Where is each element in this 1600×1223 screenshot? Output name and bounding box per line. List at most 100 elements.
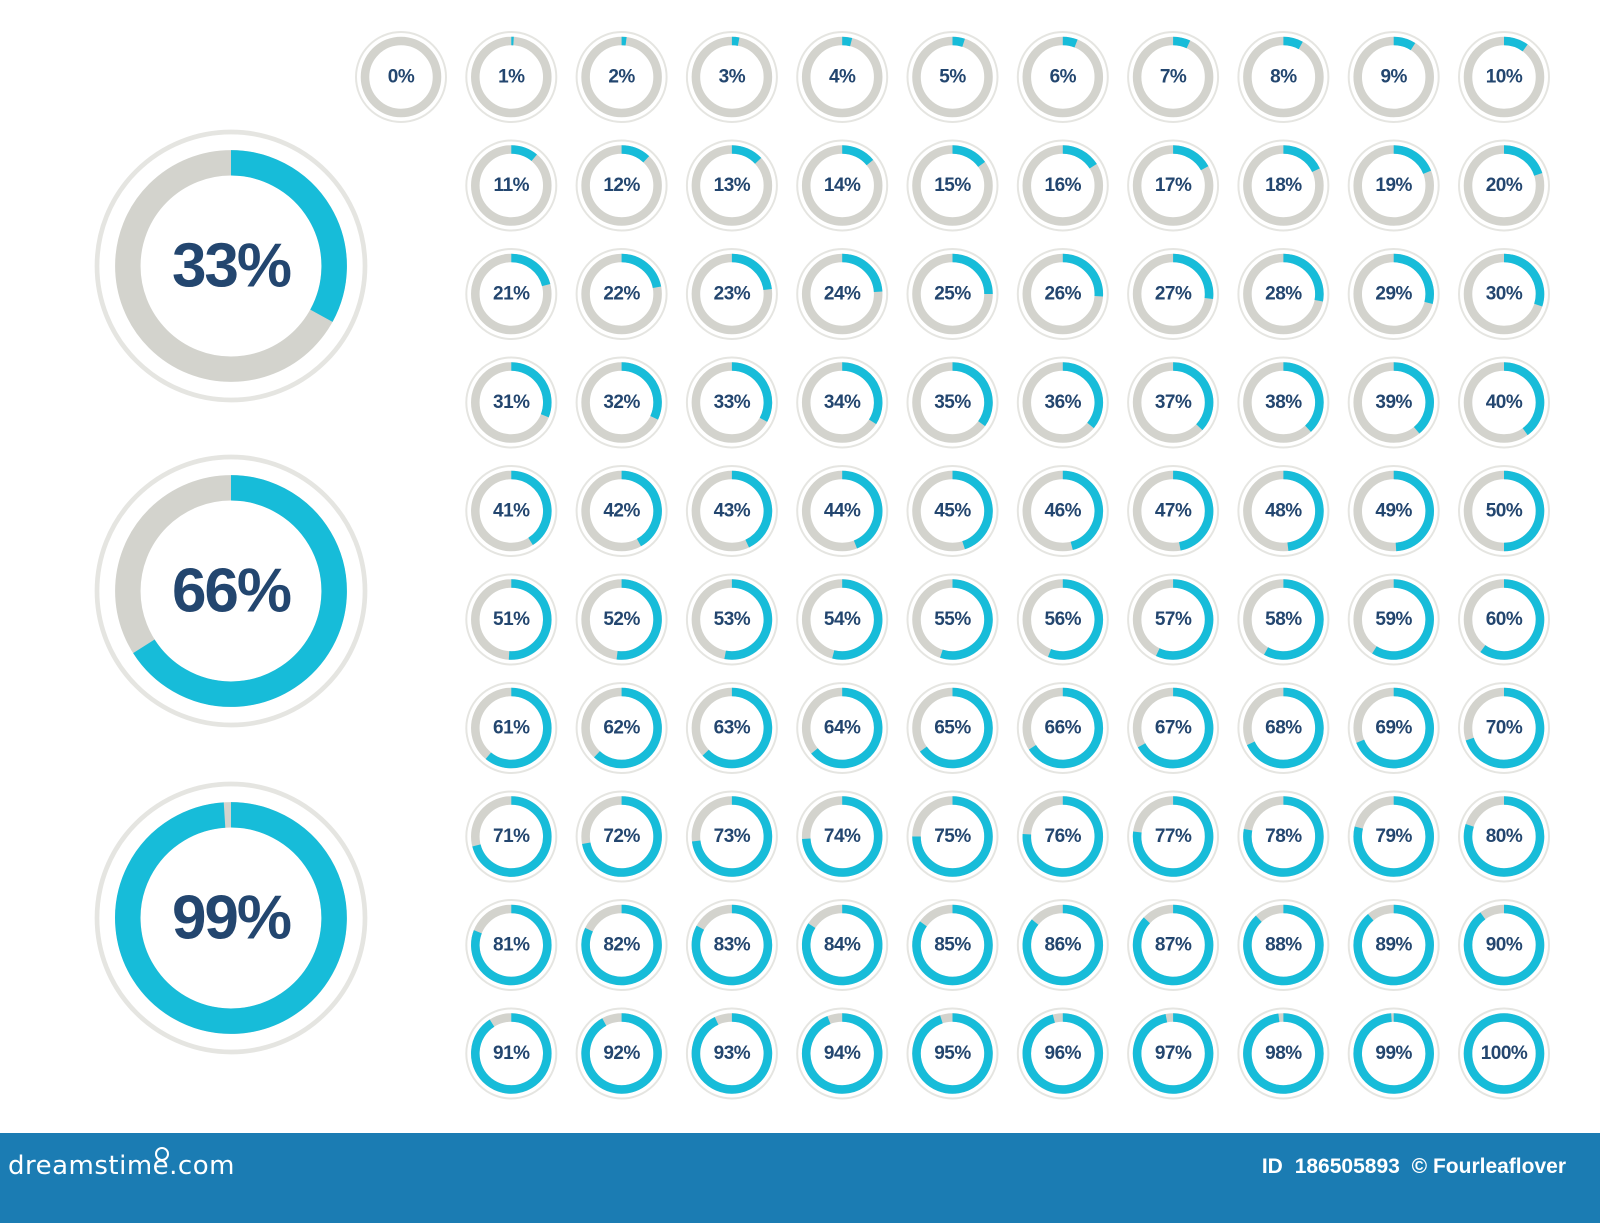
gauge-fill — [1393, 362, 1434, 434]
gauge-label: 8% — [1270, 67, 1297, 88]
gauge-label: 3% — [719, 67, 746, 88]
gauge-fill — [1022, 904, 1104, 986]
percent-gauge: 9% — [1347, 31, 1440, 123]
gauge-label: 51% — [493, 609, 530, 630]
gauge-fill — [621, 362, 662, 420]
gauge-fill — [511, 145, 537, 162]
percent-gauge: 31% — [465, 356, 558, 449]
gauge-fill — [801, 1013, 883, 1094]
gauge-label: 68% — [1265, 718, 1302, 739]
percent-gauge: 6% — [1016, 31, 1109, 123]
gauge-fill — [581, 904, 662, 986]
percent-gauge: 70% — [1458, 682, 1550, 774]
gauge-fill — [1243, 796, 1324, 877]
percent-gauge: 82% — [575, 899, 668, 991]
gauge-fill — [952, 470, 993, 550]
gauge-label: 1% — [498, 67, 525, 88]
gauge-fill — [1243, 1013, 1324, 1094]
gauge-fill — [841, 145, 874, 166]
gauge-fill — [952, 145, 986, 168]
percent-gauge: 30% — [1458, 248, 1550, 340]
percent-gauge: 66% — [94, 454, 368, 728]
gauge-fill — [1137, 687, 1214, 769]
gauge-label: 40% — [1486, 392, 1523, 413]
percent-gauge: 34% — [796, 356, 889, 449]
percent-gauge: 81% — [465, 899, 558, 991]
percent-gauge: 42% — [575, 465, 668, 557]
gauge-label: 64% — [824, 718, 861, 739]
gauge-fill — [1047, 579, 1104, 660]
gauge-label: 61% — [493, 718, 530, 739]
gauge-fill — [1062, 36, 1078, 48]
percent-gauge: 5% — [906, 31, 999, 123]
gauge-label: 84% — [824, 935, 861, 956]
gauge-fill — [1062, 470, 1104, 551]
percent-gauge: 40% — [1458, 356, 1550, 449]
gauge-label: 66% — [1045, 718, 1082, 739]
gauge-fill — [582, 796, 662, 877]
gauge-fill — [731, 145, 762, 164]
percent-gauge: 37% — [1127, 356, 1220, 449]
gauge-fill — [472, 796, 552, 877]
gauge-fill — [841, 470, 883, 549]
gauge-label: 57% — [1155, 609, 1192, 630]
gauge-label: 2% — [608, 67, 635, 88]
gauge-fill — [594, 687, 662, 769]
gauge-fill — [1393, 145, 1432, 175]
gauge-label: 95% — [934, 1043, 971, 1064]
percent-gauge: 10% — [1458, 31, 1550, 123]
percent-gauge: 13% — [685, 139, 778, 232]
image-credit: ID 186505893 © Fourleaflover — [1262, 1155, 1572, 1179]
percent-gauge: 66% — [1016, 682, 1109, 774]
gauge-label: 42% — [603, 501, 640, 522]
percent-gauge: 93% — [685, 1007, 778, 1100]
percent-gauge: 72% — [575, 790, 668, 883]
gauge-track — [360, 36, 442, 118]
gauge-fill — [1022, 796, 1103, 877]
gauge-fill — [1172, 145, 1209, 171]
gauge-fill — [1283, 145, 1320, 173]
gauge-fill — [621, 470, 662, 547]
gauge-fill — [1503, 362, 1545, 436]
gauge-label: 29% — [1375, 284, 1412, 305]
gauge-label: 9% — [1380, 67, 1407, 88]
percent-gauge: 28% — [1237, 248, 1330, 340]
percent-gauge: 69% — [1347, 682, 1440, 774]
gauge-label: 12% — [603, 175, 640, 196]
gauge-label: 69% — [1375, 718, 1412, 739]
gauge-fill — [1022, 1013, 1104, 1094]
gauge-fill — [1246, 687, 1324, 769]
percentage-gauges: 0% 1% 2% 3% 4% 5% 6% 7% 8% 9% 10% 11% 12% 13% 14% 15% 16… — [94, 31, 1550, 1100]
gauge-label: 70% — [1486, 718, 1523, 739]
gauge-label: 30% — [1486, 284, 1523, 305]
gauge-label: 53% — [714, 609, 751, 630]
percent-gauge: 46% — [1016, 465, 1109, 557]
gauge-fill — [1503, 253, 1545, 307]
gauge-label: 32% — [603, 392, 640, 413]
brand-ring-icon — [155, 1147, 169, 1161]
gauge-label: 78% — [1265, 826, 1302, 847]
gauge-fill — [230, 150, 347, 322]
gauge-fill — [133, 475, 347, 707]
gauge-label: 71% — [493, 826, 530, 847]
percent-gauge: 60% — [1458, 573, 1550, 666]
gauge-fill — [940, 579, 993, 660]
gauge-label: 54% — [824, 609, 861, 630]
gauge-fill — [511, 362, 552, 418]
gauge-label: 20% — [1486, 175, 1523, 196]
gauge-fill — [471, 1013, 552, 1094]
gauge-label: 10% — [1486, 67, 1523, 88]
gauge-fill — [1393, 253, 1434, 305]
gauge-fill — [471, 904, 552, 986]
percent-gauge: 76% — [1016, 790, 1109, 883]
gauge-fill — [952, 36, 965, 47]
gauge-fill — [1356, 687, 1434, 769]
gauge-label: 97% — [1155, 1043, 1192, 1064]
percent-gauge: 96% — [1016, 1007, 1109, 1100]
percent-gauge: 48% — [1237, 465, 1330, 557]
percent-gauge: 52% — [575, 573, 668, 666]
gauge-label: 31% — [493, 392, 530, 413]
footer-bar: dreamstime.com ID 186505893 © Fourleaflo… — [0, 1133, 1600, 1223]
percent-gauge: 78% — [1237, 790, 1330, 883]
